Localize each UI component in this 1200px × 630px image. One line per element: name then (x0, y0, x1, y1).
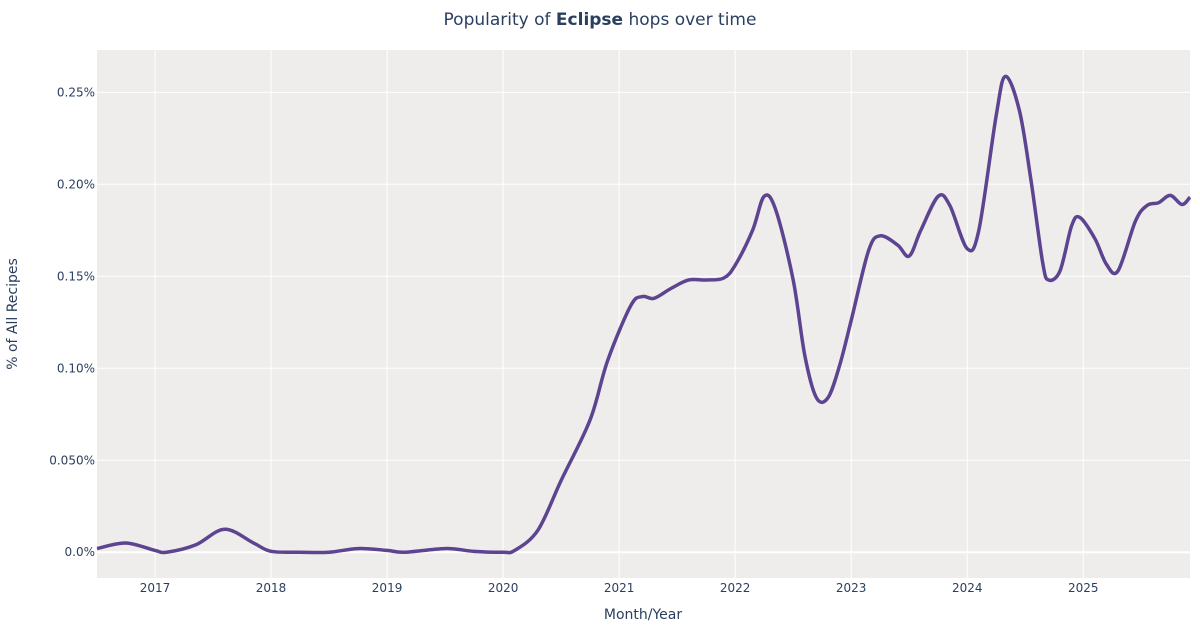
y-tick-label: 0.20% (57, 177, 95, 191)
x-tick-label: 2022 (720, 581, 751, 595)
y-tick-label: 0.0% (65, 545, 96, 559)
x-tick-label: 2019 (372, 581, 403, 595)
y-tick-label: 0.050% (49, 453, 95, 467)
y-tick-label: 0.25% (57, 85, 95, 99)
x-tick-label: 2025 (1068, 581, 1099, 595)
title-part: Eclipse (556, 10, 623, 30)
x-tick-label: 2020 (488, 581, 519, 595)
y-tick-label: 0.15% (57, 269, 95, 283)
line-series (96, 74, 1192, 555)
x-tick-label: 2017 (140, 581, 171, 595)
x-tick-label: 2024 (952, 581, 983, 595)
plot-area (97, 50, 1190, 578)
x-axis-label: Month/Year (604, 607, 682, 623)
x-tick-label: 2021 (604, 581, 635, 595)
x-tick-label: 2023 (836, 581, 867, 595)
y-tick-label: 0.10% (57, 361, 95, 375)
title-part: Popularity of (444, 10, 556, 30)
chart-title: Popularity of Eclipse hops over time (444, 10, 757, 30)
title-part: hops over time (623, 10, 756, 30)
y-axis-label: % of All Recipes (5, 258, 21, 370)
x-tick-label: 2018 (256, 581, 287, 595)
